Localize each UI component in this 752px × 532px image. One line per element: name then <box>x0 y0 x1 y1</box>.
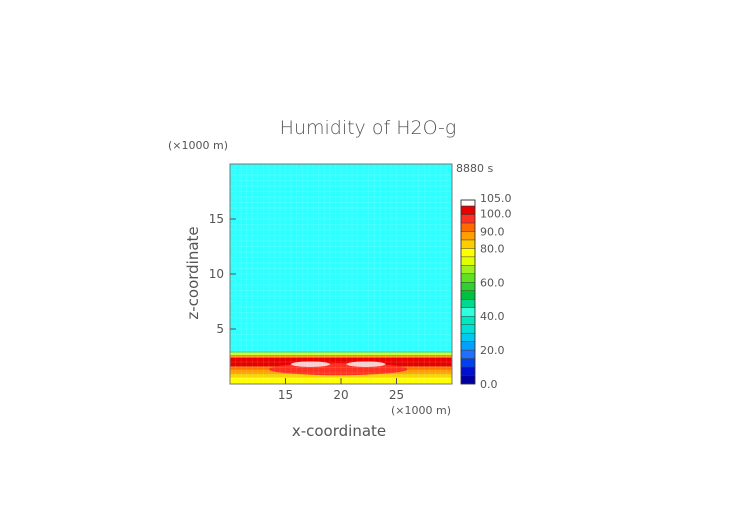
colorbar-band-4 <box>460 341 476 351</box>
heatmap-layer-4 <box>230 357 452 367</box>
heatmap-feature-0 <box>268 363 408 376</box>
y-tick-label: 10 <box>209 267 224 281</box>
x-tick-label: 15 <box>278 388 293 402</box>
colorbar-label: 40.0 <box>480 310 505 323</box>
colorbar-band-12 <box>460 273 476 283</box>
colorbar-band-20 <box>460 205 476 215</box>
colorbar-band-13 <box>460 265 476 275</box>
x-axis-ticks: 15 20 25 <box>278 378 404 402</box>
colorbar-band-19 <box>460 214 476 224</box>
plot-area <box>229 163 453 385</box>
colorbar-label: 105.0 <box>480 192 512 205</box>
heatmap-layer-5 <box>230 354 452 358</box>
chart-title: Humidity of H2O-g <box>280 117 457 139</box>
colorbar-band-10 <box>460 290 476 300</box>
colorbar-label: 90.0 <box>480 225 505 238</box>
colorbar-band-18 <box>460 222 476 232</box>
colorbar-band-11 <box>460 282 476 291</box>
heatmap-cell-grid <box>230 164 452 384</box>
colorbar-labels: 105.0 100.0 90.0 80.0 60.0 40.0 20.0 0.0 <box>480 192 512 391</box>
colorbar-label: 20.0 <box>480 344 505 357</box>
x-tick-label: 20 <box>333 388 348 402</box>
colorbar-band-8 <box>460 307 476 317</box>
x-unit-label: (×1000 m) <box>391 404 451 417</box>
colorbar-band-0 <box>460 375 476 385</box>
colorbar-band-7 <box>460 315 476 325</box>
colorbar-label: 60.0 <box>480 276 505 289</box>
heatmap-layer-6 <box>230 352 452 355</box>
y-tick-label: 15 <box>209 212 224 226</box>
colorbar-label: 80.0 <box>480 242 505 255</box>
y-tick-label: 5 <box>216 322 224 336</box>
colorbar-band-15 <box>460 248 476 258</box>
colorbar-band-17 <box>460 231 476 241</box>
colorbar-label: 100.0 <box>480 207 512 220</box>
heatmap-layer-7 <box>230 351 452 353</box>
colorbar-band-14 <box>460 256 476 266</box>
colorbar-band-6 <box>460 324 476 334</box>
heatmap-background <box>230 164 452 384</box>
colorbar-top-band <box>460 199 476 207</box>
x-axis-label: x-coordinate <box>292 422 386 440</box>
colorbar-band-16 <box>460 239 476 249</box>
y-axis-label: z-coordinate <box>184 226 202 319</box>
colorbar-band-2 <box>460 358 476 368</box>
heatmap-layer-1 <box>230 374 452 378</box>
colorbar-band-1 <box>460 366 476 376</box>
colorbar-band-3 <box>460 349 476 359</box>
y-axis-ticks: 5 10 15 <box>209 212 236 336</box>
heatmap-feature-2 <box>346 361 386 367</box>
colorbar-band-9 <box>460 299 476 308</box>
colorbar-frame <box>460 199 476 385</box>
colorbar-label: 0.0 <box>480 378 498 391</box>
heatmap-features <box>268 361 408 376</box>
colorbar <box>460 199 476 385</box>
time-label: 8880 s <box>456 162 493 175</box>
colorbar-band-5 <box>460 332 476 342</box>
y-unit-label: (×1000 m) <box>168 139 228 152</box>
x-tick-label: 25 <box>389 388 404 402</box>
heatmap-feature-1 <box>291 361 330 367</box>
